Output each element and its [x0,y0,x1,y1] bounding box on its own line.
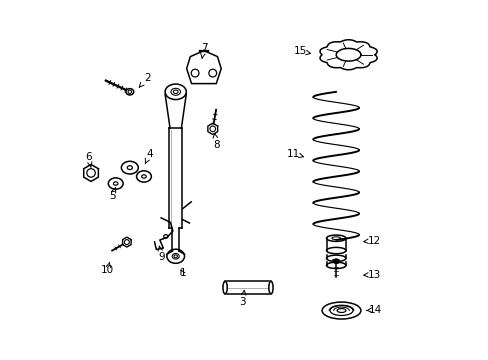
Text: 7: 7 [200,43,207,58]
Text: 6: 6 [85,152,92,167]
Text: 12: 12 [363,236,380,246]
Ellipse shape [326,235,345,242]
Text: 5: 5 [109,188,116,201]
Ellipse shape [268,281,272,294]
Text: 13: 13 [363,270,380,280]
Ellipse shape [322,302,360,319]
Text: 3: 3 [239,291,245,307]
Polygon shape [319,40,376,70]
Text: 9: 9 [158,246,164,262]
Text: 14: 14 [366,305,382,315]
Ellipse shape [136,171,151,182]
Polygon shape [122,237,131,247]
Ellipse shape [108,178,123,189]
Text: 2: 2 [139,73,150,87]
Ellipse shape [126,89,133,95]
Text: 15: 15 [293,46,310,56]
Text: 8: 8 [213,134,219,150]
Ellipse shape [223,281,227,294]
Ellipse shape [326,247,345,254]
Text: 1: 1 [179,269,186,279]
Text: 11: 11 [286,149,303,158]
Text: 4: 4 [145,149,153,164]
Text: 10: 10 [101,262,114,275]
Polygon shape [83,165,98,181]
Polygon shape [207,123,217,135]
Ellipse shape [121,161,138,174]
